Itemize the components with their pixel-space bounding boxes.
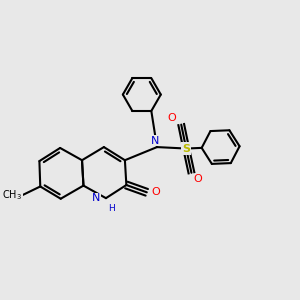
Text: O: O [167, 113, 176, 123]
Text: N: N [152, 136, 160, 146]
Text: H: H [108, 204, 115, 213]
Text: S: S [182, 143, 190, 154]
Text: N: N [92, 193, 101, 203]
Text: O: O [193, 174, 202, 184]
Text: O: O [151, 187, 160, 197]
Text: CH$_3$: CH$_3$ [2, 188, 22, 202]
